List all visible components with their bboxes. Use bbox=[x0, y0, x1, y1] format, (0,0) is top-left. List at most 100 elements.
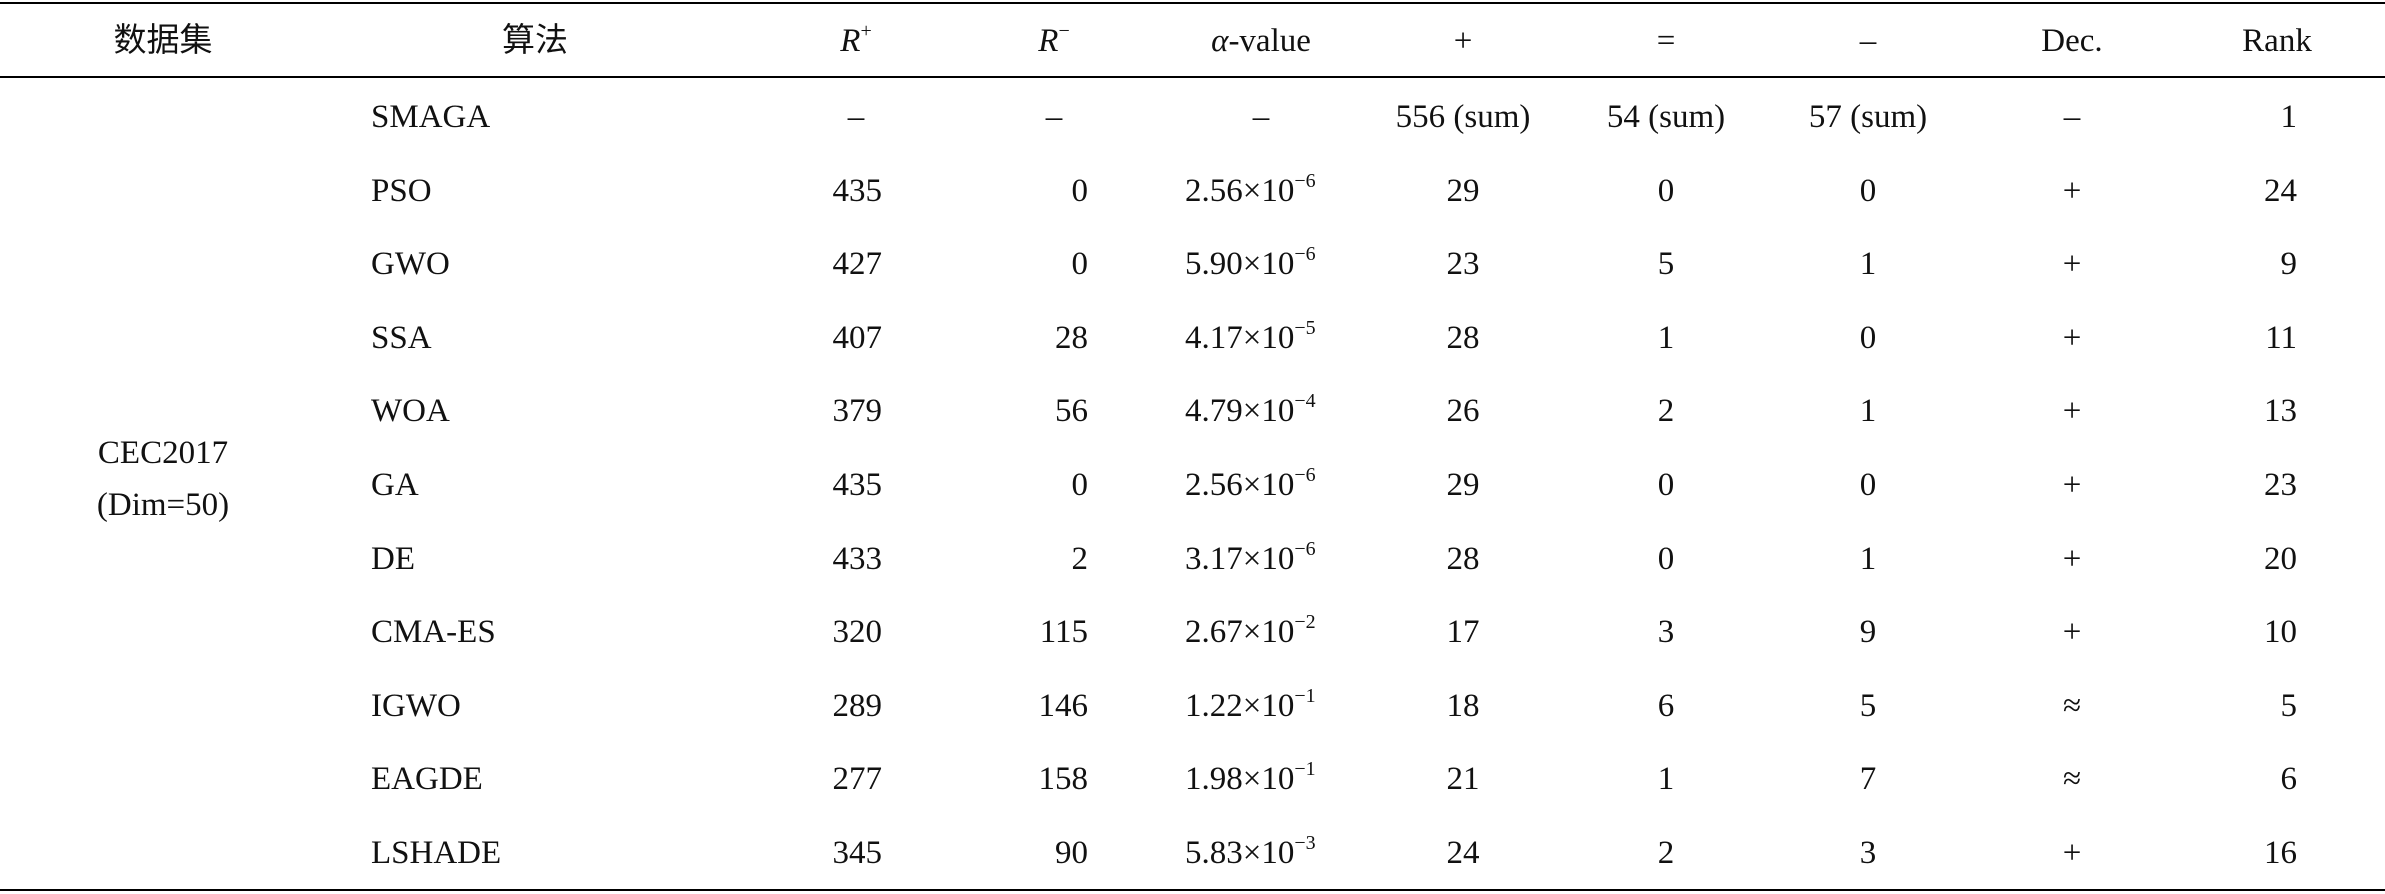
cell-value: 0 bbox=[1859, 319, 1877, 356]
cell-value: 158 bbox=[1038, 761, 1089, 798]
header-cell: α-value bbox=[1211, 19, 1311, 63]
group-label: CEC2017 bbox=[97, 435, 229, 471]
algorithm-name: LSHADE bbox=[371, 835, 502, 871]
algorithm-name: EAGDE bbox=[371, 761, 483, 798]
exponent: −3 bbox=[1294, 832, 1316, 854]
cell-value: 11 bbox=[2265, 319, 2297, 356]
cell-value: 433 bbox=[832, 540, 883, 577]
cell-value: 10 bbox=[2264, 614, 2297, 651]
header-cell: R− bbox=[1038, 19, 1069, 63]
cell-value: + bbox=[2062, 835, 2082, 871]
cell-value: 5 bbox=[1859, 687, 1877, 724]
cell-value: 6 bbox=[2280, 761, 2298, 798]
cell-value: – bbox=[2063, 99, 2081, 135]
algorithm-name: SSA bbox=[371, 319, 432, 356]
header-cell: = bbox=[1656, 23, 1676, 59]
exponent: −2 bbox=[1294, 611, 1316, 634]
cell-value: 435 bbox=[832, 467, 883, 503]
mantissa: 2.56×10 bbox=[1185, 467, 1295, 503]
cell-value: 26 bbox=[1446, 393, 1480, 430]
cell-value: 1 bbox=[1657, 319, 1675, 356]
cell-value: + bbox=[2062, 393, 2082, 430]
cell-value: + bbox=[2062, 246, 2082, 283]
cell-value: 1 bbox=[1657, 761, 1675, 798]
mantissa: 2.67×10 bbox=[1185, 614, 1295, 651]
algorithm-name: IGWO bbox=[371, 687, 461, 724]
cell-value: 0 bbox=[1657, 467, 1675, 503]
cell-value: 0 bbox=[1657, 540, 1675, 577]
cell-value: 1 bbox=[1859, 393, 1877, 430]
algorithm-name: CMA-ES bbox=[371, 614, 496, 651]
exponent: −6 bbox=[1294, 169, 1316, 192]
mantissa: 5.90×10 bbox=[1185, 246, 1295, 283]
header-cell: 数据集 bbox=[113, 23, 213, 59]
header-cell: Dec. bbox=[2041, 23, 2103, 59]
cell-value: 28 bbox=[1446, 319, 1480, 356]
mantissa: 5.83×10 bbox=[1185, 835, 1295, 871]
mantissa: 4.79×10 bbox=[1185, 393, 1295, 430]
cell-value: 13 bbox=[2264, 393, 2297, 430]
algorithm-name: SMAGA bbox=[371, 99, 491, 135]
mantissa: 1.98×10 bbox=[1185, 761, 1295, 798]
cell-value: 345 bbox=[832, 835, 883, 871]
mantissa: 2.56×10 bbox=[1185, 172, 1295, 209]
cell-value: 54 (sum) bbox=[1606, 99, 1726, 135]
cell-value: 1 bbox=[1859, 540, 1877, 577]
cell-value: + bbox=[2062, 172, 2082, 209]
cell-value: 9 bbox=[1859, 614, 1877, 651]
cell-value: 90 bbox=[1055, 835, 1088, 871]
algorithm-name: DE bbox=[371, 540, 415, 577]
cell-value: 4.17×10−5 bbox=[1185, 316, 1316, 360]
cell-value: 0 bbox=[1071, 246, 1089, 283]
cell-value: 24 bbox=[1446, 835, 1480, 871]
cell-value: 23 bbox=[2264, 467, 2297, 503]
cell-value: 0 bbox=[1071, 467, 1089, 503]
header-cell: Rank bbox=[2242, 23, 2312, 59]
header-base: R bbox=[840, 23, 861, 59]
cell-value: 4.79×10−4 bbox=[1185, 389, 1316, 433]
header-base: R bbox=[1038, 23, 1059, 59]
cell-value: 56 bbox=[1055, 393, 1088, 430]
cell-value: 21 bbox=[1446, 761, 1480, 798]
header-cell: 算法 bbox=[502, 23, 568, 59]
cell-value: 0 bbox=[1657, 172, 1675, 209]
cell-value: 3 bbox=[1859, 835, 1877, 871]
header-cell: R+ bbox=[840, 19, 871, 63]
cell-value: + bbox=[2062, 614, 2082, 651]
cell-value: 20 bbox=[2264, 540, 2297, 577]
cell-value: 2 bbox=[1657, 393, 1675, 430]
group-label: (Dim=50) bbox=[96, 487, 230, 523]
exponent: −6 bbox=[1294, 464, 1316, 486]
cell-value: ≈ bbox=[2062, 761, 2082, 798]
cell-value: 5.90×10−6 bbox=[1185, 242, 1316, 286]
cell-value: 556 (sum) bbox=[1395, 99, 1531, 135]
exponent: −4 bbox=[1294, 390, 1316, 413]
cell-value: 3 bbox=[1657, 614, 1675, 651]
cell-value: 18 bbox=[1446, 687, 1480, 724]
exponent: −6 bbox=[1294, 243, 1316, 266]
top-rule bbox=[0, 2, 2385, 4]
cell-value: 5 bbox=[1657, 246, 1675, 283]
mantissa: 3.17×10 bbox=[1185, 540, 1295, 577]
mantissa: 4.17×10 bbox=[1185, 319, 1295, 356]
cell-value: 9 bbox=[2280, 246, 2298, 283]
bottom-rule bbox=[0, 889, 2385, 891]
cell-value: 379 bbox=[832, 393, 883, 430]
cell-value: 320 bbox=[832, 614, 883, 651]
exponent: −5 bbox=[1294, 316, 1316, 339]
cell-value: 7 bbox=[1859, 761, 1877, 798]
cell-value: 23 bbox=[1446, 246, 1480, 283]
cell-value: 2 bbox=[1657, 835, 1675, 871]
header-cell: + bbox=[1453, 23, 1473, 59]
cell-value: 435 bbox=[832, 172, 883, 209]
cell-value: 0 bbox=[1859, 467, 1877, 503]
cell-value: 1.22×10−1 bbox=[1185, 684, 1316, 728]
cell-value: 2 bbox=[1071, 540, 1089, 577]
cell-value: ≈ bbox=[2062, 687, 2082, 724]
cell-value: – bbox=[847, 99, 865, 135]
cell-value: 6 bbox=[1657, 687, 1675, 724]
cell-value: 3.17×10−6 bbox=[1185, 537, 1316, 581]
cell-value: 5.83×10−3 bbox=[1185, 831, 1316, 875]
cell-value: 0 bbox=[1071, 172, 1089, 209]
